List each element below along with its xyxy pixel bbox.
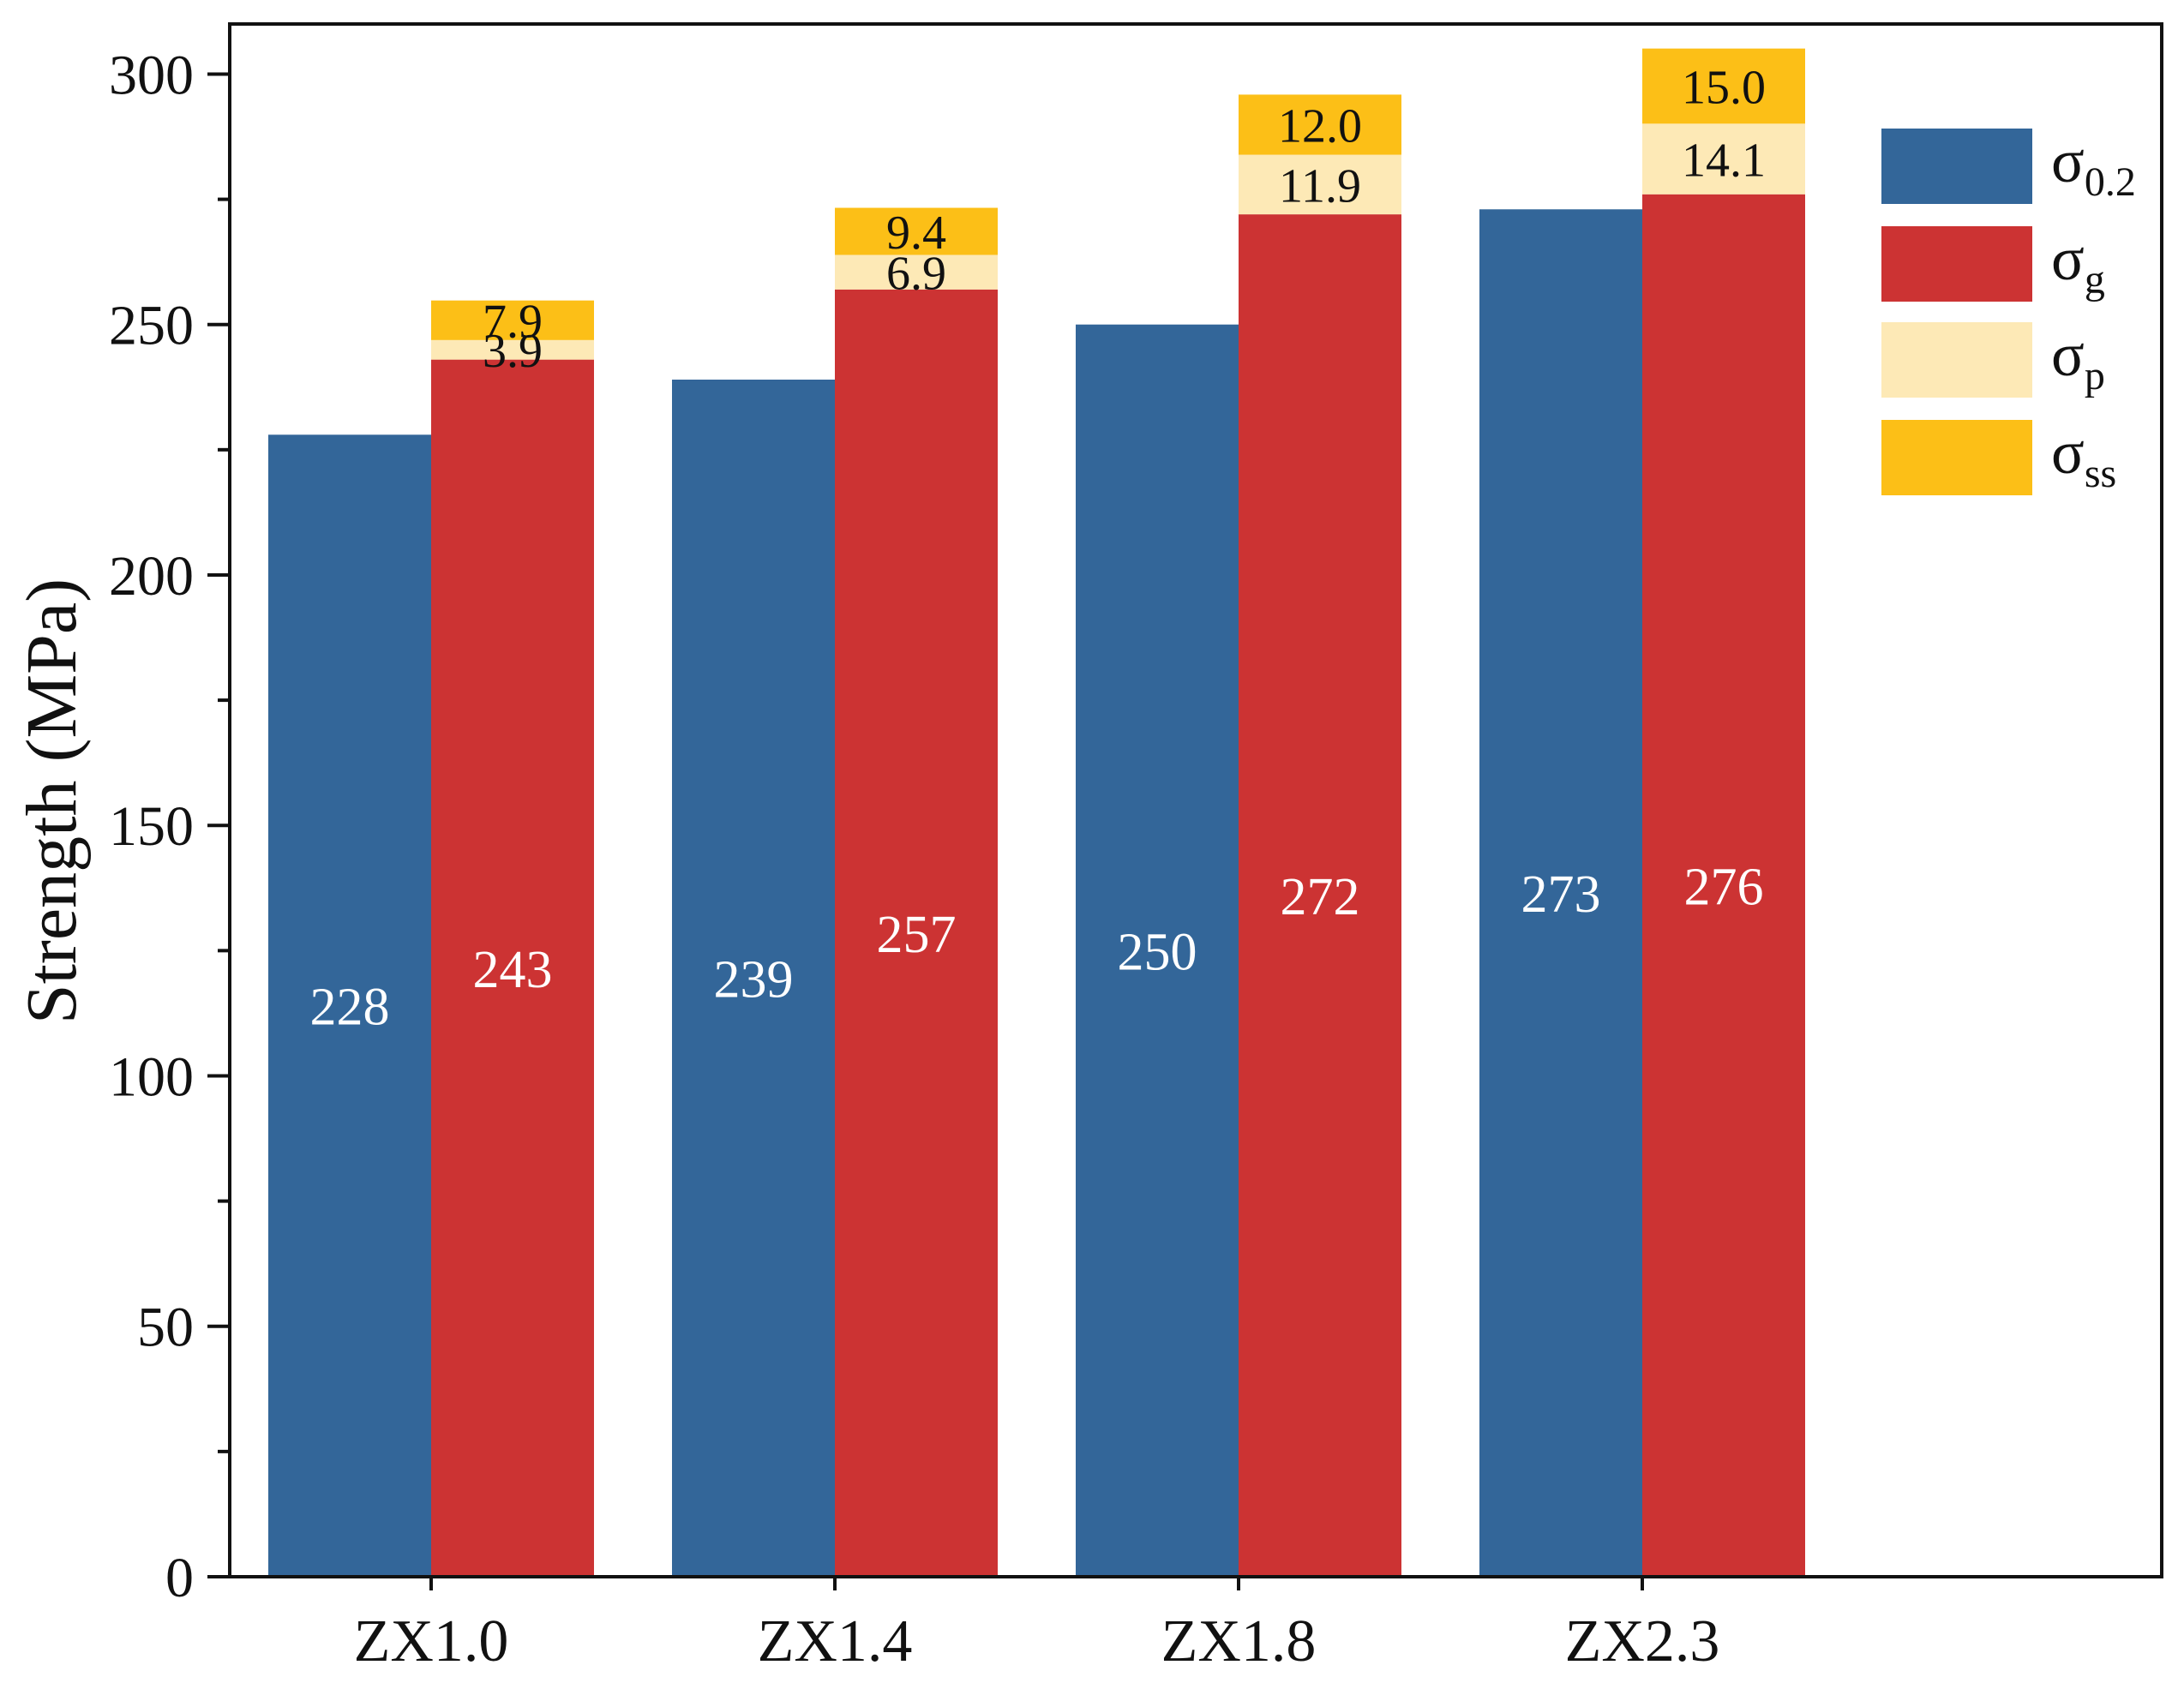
bar-sigma-g-ZX1.0	[431, 359, 594, 1578]
data-label-sigma-ss-ZX1.4: 9.4	[886, 207, 946, 260]
x-tick-label-ZX1.0: ZX1.0	[354, 1608, 509, 1674]
bar-sigma-p-ZX1.4	[835, 255, 998, 290]
data-label-sigma-p-ZX2.3: 14.1	[1682, 135, 1766, 188]
bars-layer	[268, 48, 1805, 1578]
plot-frame	[228, 22, 2163, 1578]
bar-sigma-ss-ZX1.8	[1239, 94, 1401, 155]
bar-sigma-ss-ZX1.0	[431, 300, 594, 340]
legend-label-p: σp	[2051, 320, 2105, 398]
bar-sigma-0-2-ZX2.3	[1479, 209, 1642, 1577]
legend-label-0.2: σ0.2	[2051, 127, 2136, 205]
legend-label-g: σg	[2051, 225, 2105, 302]
bar-sigma-p-ZX2.3	[1642, 123, 1805, 195]
data-label-sigma-g-ZX2.3: 276	[1684, 858, 1764, 916]
data-label-sigma-0-2-ZX2.3: 273	[1521, 865, 1601, 924]
legend-swatch-ss	[1881, 420, 2032, 495]
y-tick-label: 200	[109, 545, 194, 608]
data-label-sigma-p-ZX1.4: 6.9	[886, 248, 946, 301]
legend-swatch-p	[1881, 322, 2032, 398]
x-tick-label-ZX2.3: ZX2.3	[1565, 1608, 1720, 1674]
data-label-sigma-g-ZX1.8: 272	[1281, 868, 1360, 926]
bar-sigma-p-ZX1.8	[1239, 154, 1401, 215]
data-label-sigma-0-2-ZX1.8: 250	[1118, 923, 1197, 981]
y-axis-title: Strength (MPa)	[12, 578, 92, 1024]
bar-sigma-0-2-ZX1.0	[268, 434, 431, 1577]
x-tick-label-ZX1.8: ZX1.8	[1161, 1608, 1317, 1674]
data-label-sigma-0-2-ZX1.0: 228	[310, 979, 390, 1037]
y-tick-label: 100	[109, 1045, 194, 1108]
data-label-sigma-g-ZX1.0: 243	[473, 941, 553, 999]
data-label-sigma-ss-ZX2.3: 15.0	[1682, 61, 1766, 114]
bar-sigma-ss-ZX1.4	[835, 207, 998, 255]
axes-layer: ZX1.0 ZX1.4 ZX1.8 ZX2.3 0 50 100 150 200 250 300 St…	[12, 22, 2163, 1674]
data-label-sigma-p-ZX1.8: 11.9	[1279, 159, 1361, 213]
bar-sigma-ss-ZX2.3	[1642, 48, 1805, 124]
legend-swatch-0.2	[1881, 129, 2032, 204]
y-tick-label: 50	[137, 1297, 194, 1359]
bar-sigma-p-ZX1.0	[431, 339, 594, 360]
data-label-sigma-g-ZX1.4: 257	[877, 906, 957, 964]
legend: σ0.2 σg σp σss	[1881, 127, 2136, 496]
bar-sigma-0-2-ZX1.4	[672, 380, 835, 1577]
bar-sigma-0-2-ZX1.8	[1076, 324, 1239, 1577]
y-tick-label: 250	[109, 295, 194, 357]
data-label-sigma-0-2-ZX1.4: 239	[714, 951, 794, 1009]
bar-sigma-g-ZX2.3	[1642, 194, 1805, 1578]
x-tick-label-ZX1.4: ZX1.4	[758, 1608, 913, 1674]
legend-label-ss: σss	[2051, 418, 2116, 496]
y-tick-label: 300	[109, 44, 194, 106]
legend-swatch-g	[1881, 226, 2032, 302]
y-tick-label: 150	[109, 795, 194, 858]
bar-labels-layer: 228 243 3.97.9 239 257 6.99.4 250 272 11.9 12.0 27…	[310, 61, 1767, 1036]
data-label-sigma-p-ZX1.0: 3.9	[483, 325, 543, 378]
data-label-sigma-ss-ZX1.8: 12.0	[1278, 99, 1362, 153]
data-label-sigma-ss-ZX1.0: 7.9	[483, 296, 543, 349]
y-tick-label: 0	[165, 1547, 194, 1609]
bar-sigma-g-ZX1.4	[835, 289, 998, 1577]
bar-sigma-g-ZX1.8	[1239, 214, 1401, 1578]
